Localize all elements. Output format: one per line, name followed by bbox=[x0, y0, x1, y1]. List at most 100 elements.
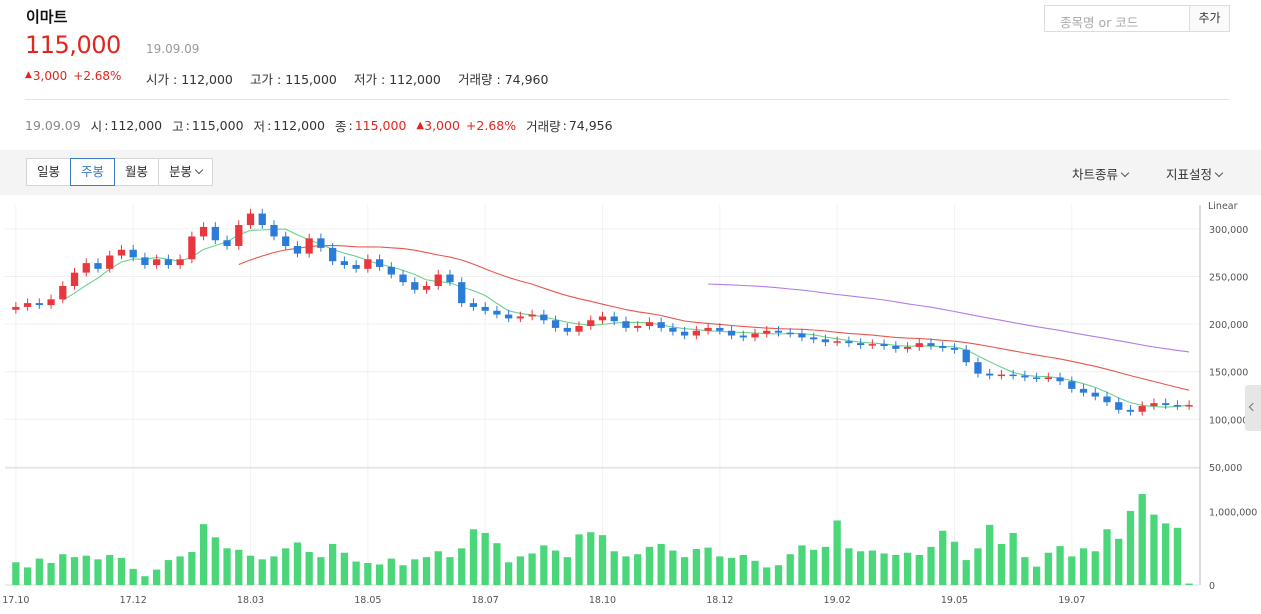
tab-minute[interactable]: 분봉 bbox=[158, 158, 214, 186]
volume-bar bbox=[634, 554, 642, 585]
tab-monthly[interactable]: 월봉 bbox=[114, 158, 160, 186]
high-label: 고가 bbox=[250, 72, 274, 87]
x-tick-label: 17.12 bbox=[120, 595, 147, 606]
volume-bar bbox=[551, 550, 560, 585]
volume-bar bbox=[387, 558, 395, 585]
candle-body bbox=[434, 274, 442, 286]
candle-body bbox=[680, 331, 689, 336]
volume-bar bbox=[329, 543, 337, 585]
volume-bar bbox=[516, 556, 525, 585]
volume-bar bbox=[293, 542, 302, 585]
candle-body bbox=[657, 322, 665, 328]
stock-search-input[interactable]: 종목명 or 코드 bbox=[1044, 5, 1190, 32]
detail-close-value: 115,000 bbox=[354, 118, 407, 133]
candle-body bbox=[716, 327, 724, 331]
volume-bar bbox=[458, 548, 466, 585]
add-stock-button[interactable]: 추가 bbox=[1189, 5, 1230, 32]
chart-toolbar: 일봉 주봉 월봉 분봉 차트종류 지표설정 bbox=[0, 150, 1261, 195]
detail-high-label: 고 bbox=[172, 119, 184, 134]
price-tick-label: 200,000 bbox=[1209, 320, 1248, 331]
tab-weekly[interactable]: 주봉 bbox=[70, 158, 116, 186]
candle-body bbox=[1185, 405, 1193, 407]
volume-bar bbox=[880, 553, 888, 585]
detail-volume-label: 거래량 bbox=[526, 119, 561, 134]
candle-body bbox=[950, 347, 959, 350]
side-panel-toggle[interactable] bbox=[1245, 385, 1261, 431]
ma20-line bbox=[238, 244, 1190, 391]
volume-bar bbox=[892, 554, 900, 585]
candle-body bbox=[645, 322, 654, 326]
volume-bar bbox=[939, 530, 947, 585]
volume-bar bbox=[505, 562, 513, 585]
volume-bar bbox=[833, 520, 841, 585]
volume-bar bbox=[446, 557, 454, 585]
candle-body bbox=[903, 346, 912, 349]
volume-bar bbox=[1091, 551, 1099, 585]
volume-bar bbox=[1185, 583, 1193, 585]
candle-body bbox=[352, 265, 360, 269]
candle-body bbox=[540, 314, 548, 321]
candle-body bbox=[1079, 388, 1088, 393]
chart-canvas[interactable]: 50,000 100,000 150,000 200,000 250,000 300,00… bbox=[0, 200, 1261, 614]
low-value: 112,000 bbox=[389, 72, 441, 87]
detail-date: 19.09.09 bbox=[25, 118, 81, 133]
candle-body bbox=[1115, 402, 1123, 410]
ohlc-detail-row: 19.09.09 시:112,000 고:115,000 저:112,000 종… bbox=[25, 118, 613, 134]
open-stat: 시가 : 112,000 bbox=[146, 72, 233, 87]
candle-body bbox=[739, 335, 747, 338]
volume-bar bbox=[598, 535, 607, 585]
stock-name: 이마트 bbox=[26, 8, 68, 26]
x-tick-label: 18.10 bbox=[589, 595, 616, 606]
x-tick-label: 18.12 bbox=[706, 595, 733, 606]
candle-body bbox=[493, 310, 501, 315]
tab-daily[interactable]: 일봉 bbox=[26, 158, 72, 186]
high-value: 115,000 bbox=[285, 72, 337, 87]
indicator-settings-label: 지표설정 bbox=[1166, 167, 1213, 182]
volume-bar bbox=[845, 548, 853, 585]
volume-bar bbox=[141, 576, 149, 585]
stock-chart[interactable]: 50,000 100,000 150,000 200,000 250,000 300,00… bbox=[0, 200, 1261, 614]
chevron-down-icon bbox=[1120, 168, 1130, 178]
tab-minute-label: 분봉 bbox=[169, 164, 193, 179]
candle-body bbox=[399, 274, 407, 283]
chart-type-dropdown[interactable]: 차트종류 bbox=[1072, 164, 1130, 183]
candle-body bbox=[235, 225, 243, 246]
volume-bar bbox=[1068, 556, 1076, 585]
volume-bar bbox=[434, 551, 442, 585]
indicator-settings-dropdown[interactable]: 지표설정 bbox=[1166, 164, 1224, 183]
volume-bar bbox=[1126, 510, 1135, 585]
candle-body bbox=[1150, 403, 1158, 407]
volume-bar bbox=[469, 529, 478, 585]
volume-bar bbox=[856, 551, 865, 585]
volume-bar bbox=[235, 549, 243, 585]
price-date: 19.09.09 bbox=[146, 42, 200, 56]
volume-bar bbox=[903, 552, 912, 585]
candle-body bbox=[12, 306, 20, 310]
up-triangle-icon: ▲ bbox=[416, 120, 425, 131]
candle-body bbox=[1032, 377, 1041, 379]
volume-bar bbox=[1032, 566, 1041, 585]
candle-body bbox=[282, 236, 290, 246]
volume-bar bbox=[493, 543, 501, 585]
volume-bar bbox=[59, 554, 67, 585]
candle-body bbox=[962, 349, 970, 363]
candle-body bbox=[1009, 374, 1017, 377]
volume-bar bbox=[364, 563, 372, 585]
candle-body bbox=[387, 266, 395, 275]
volume-bar bbox=[810, 549, 818, 585]
open-value: 112,000 bbox=[181, 72, 233, 87]
volume-bar bbox=[12, 562, 20, 585]
volume-bar bbox=[481, 532, 489, 585]
candle-body bbox=[317, 238, 325, 248]
volume-bar bbox=[798, 545, 806, 585]
candle-body bbox=[986, 373, 994, 376]
candle-body bbox=[153, 259, 161, 266]
volume-bar bbox=[751, 560, 759, 585]
volume-bar bbox=[352, 561, 360, 585]
candle-body bbox=[1091, 392, 1099, 397]
candle-body bbox=[1138, 406, 1146, 412]
volume-bar bbox=[657, 543, 665, 585]
candle-body bbox=[669, 327, 677, 332]
volume-bar bbox=[610, 551, 618, 585]
candle-body bbox=[692, 330, 700, 336]
